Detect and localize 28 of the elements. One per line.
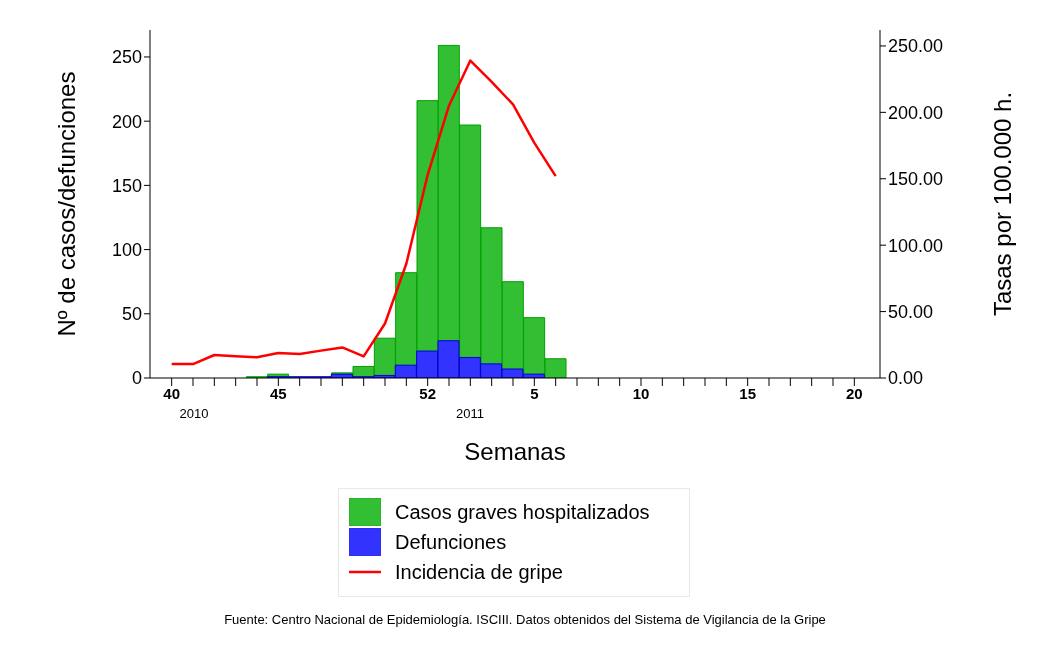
y-tick-label: 0 <box>131 368 142 389</box>
y2-tick-label: 100.00 <box>888 235 944 256</box>
y-tick-label: 250 <box>111 47 142 68</box>
y2-tick-label: 150.00 <box>888 169 944 190</box>
y-tick-label: 150 <box>111 175 142 196</box>
text: 2011 <box>455 406 485 421</box>
y-tick-label: 200 <box>111 111 142 132</box>
y-tick-label: 50 <box>121 304 142 325</box>
y2-tick-label: 200.00 <box>888 102 944 123</box>
x-tick-label: 5 <box>530 384 539 402</box>
x-tick-label: 15 <box>739 384 757 402</box>
x-tick-label: 40 <box>163 384 181 402</box>
y-tick-label: 100 <box>111 239 142 260</box>
legend-label: Incidencia de gripe <box>395 560 563 584</box>
y2-axis-title: Tasas por 100.000 h. <box>988 91 1016 317</box>
y2-tick-label: 0.00 <box>888 368 924 389</box>
legend-label: Defunciones <box>395 530 507 554</box>
y-axis-title: Nº de casos/defunciones <box>52 71 80 337</box>
x-axis-title: Semanas <box>464 438 566 465</box>
y2-tick-label: 50.00 <box>888 301 934 322</box>
legend-label: Casos graves hospitalizados <box>395 500 650 524</box>
x-tick-label: 10 <box>632 384 650 402</box>
y2-tick-label: 250.00 <box>888 36 944 57</box>
source-note: Fuente: Centro Nacional de Epidemiología. ISCIII. Datos obtenidos del Sistema de Vigilancia de la Gripe <box>223 612 827 627</box>
x-tick-label: 45 <box>269 384 287 402</box>
text: 2010 <box>178 406 210 421</box>
x-tick-label: 20 <box>845 384 863 402</box>
x-tick-label: 52 <box>419 384 437 402</box>
